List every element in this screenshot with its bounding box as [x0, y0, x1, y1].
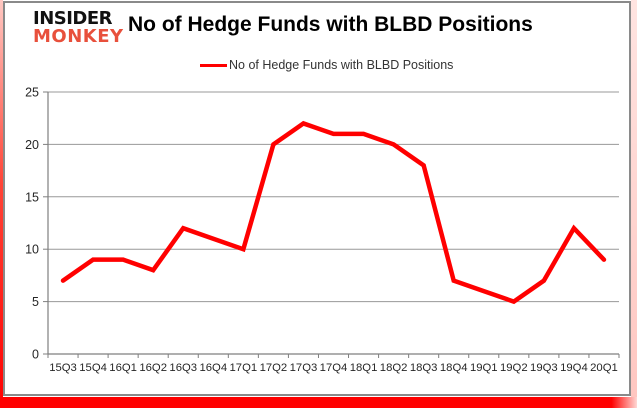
x-tick-label: 19Q4: [560, 362, 588, 374]
y-tick-label: 0: [32, 348, 39, 362]
x-tick-label: 17Q3: [290, 362, 318, 374]
x-tick-label: 15Q4: [79, 362, 107, 374]
x-tick-label: 18Q1: [350, 362, 378, 374]
legend-line-swatch: [200, 63, 227, 67]
x-tick-label: 19Q3: [530, 362, 558, 374]
bottom-accent-bar: [0, 397, 637, 408]
right-accent-glow: [631, 0, 637, 408]
y-tick-label: 25: [25, 86, 39, 100]
x-tick-label: 16Q3: [169, 362, 197, 374]
legend: No of Hedge Funds with BLBD Positions: [200, 58, 453, 72]
legend-label: No of Hedge Funds with BLBD Positions: [229, 58, 454, 72]
x-tick-label: 19Q1: [470, 362, 498, 374]
left-accent-bar: [0, 0, 3, 408]
x-tick-label: 19Q2: [500, 362, 528, 374]
y-tick-label: 15: [25, 190, 39, 204]
x-tick-label: 18Q4: [440, 362, 468, 374]
insider-monkey-chart-card: INSIDER MONKEY No of Hedge Funds with BL…: [3, 1, 631, 396]
logo-line-monkey: MONKEY: [33, 26, 124, 47]
x-tick-label: 17Q1: [230, 362, 258, 374]
x-tick-label: 20Q1: [590, 362, 618, 374]
y-tick-label: 5: [32, 295, 39, 309]
x-tick-label: 16Q2: [139, 362, 167, 374]
page-title: No of Hedge Funds with BLBD Positions: [128, 13, 533, 36]
x-tick-label: 17Q4: [320, 362, 348, 374]
y-tick-label: 10: [25, 243, 39, 257]
x-tick-label: 18Q2: [380, 362, 408, 374]
x-tick-label: 15Q3: [49, 362, 77, 374]
logo-line-insider: INSIDER: [33, 8, 113, 29]
x-tick-label: 16Q1: [109, 362, 137, 374]
x-tick-label: 16Q4: [199, 362, 227, 374]
y-tick-label: 20: [25, 138, 39, 152]
x-tick-label: 18Q3: [410, 362, 438, 374]
x-tick-label: 17Q2: [260, 362, 288, 374]
insider-monkey-logo: INSIDER MONKEY: [33, 9, 124, 47]
series-line: [60, 120, 607, 305]
